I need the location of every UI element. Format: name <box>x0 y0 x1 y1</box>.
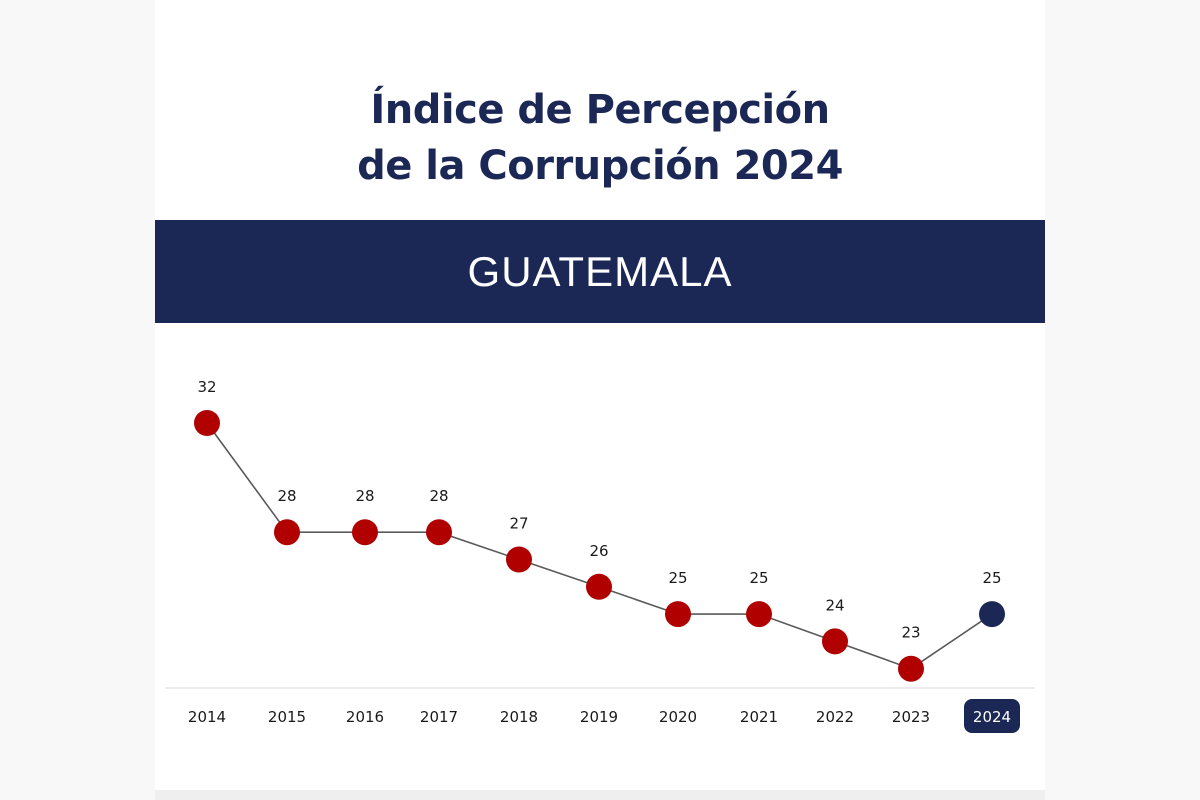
x-tick-label-2017: 2017 <box>420 708 458 726</box>
data-label-2014: 32 <box>197 378 216 396</box>
data-label-2022: 24 <box>825 596 844 614</box>
data-label-2015: 28 <box>277 487 296 505</box>
x-tick-label-2015: 2015 <box>268 708 306 726</box>
data-point-2017 <box>426 519 452 546</box>
data-point-2015 <box>274 519 300 546</box>
country-name: GUATEMALA <box>467 247 733 295</box>
x-tick-label-2022: 2022 <box>816 708 854 726</box>
data-label-2018: 27 <box>509 515 528 533</box>
data-point-2024 <box>979 601 1005 628</box>
data-label-2017: 28 <box>429 487 448 505</box>
data-point-2023 <box>898 655 924 682</box>
chart-card: Índice de Percepción de la Corrupción 20… <box>155 0 1045 790</box>
footer-strip <box>155 790 1045 800</box>
data-label-2024: 25 <box>982 569 1001 587</box>
x-tick-label-2016: 2016 <box>346 708 384 726</box>
x-tick-label-2019: 2019 <box>580 708 618 726</box>
data-label-2023: 23 <box>901 624 920 642</box>
x-tick-highlight-2024 <box>964 699 1020 733</box>
data-point-2019 <box>586 573 612 600</box>
country-banner: GUATEMALA <box>155 220 1045 323</box>
x-tick-label-2018: 2018 <box>500 708 538 726</box>
title-line-1: Índice de Percepción <box>370 87 830 133</box>
title-line-2: de la Corrupción 2024 <box>357 143 843 189</box>
data-label-2016: 28 <box>355 487 374 505</box>
x-tick-label-2014: 2014 <box>188 708 226 726</box>
x-tick-label-2020: 2020 <box>659 708 697 726</box>
data-label-2020: 25 <box>668 569 687 587</box>
data-point-2018 <box>506 546 532 573</box>
data-point-2014 <box>194 410 220 436</box>
page-title: Índice de Percepción de la Corrupción 20… <box>155 82 1045 194</box>
data-label-2021: 25 <box>749 569 768 587</box>
data-point-2022 <box>822 628 848 655</box>
x-tick-label-2023: 2023 <box>892 708 930 726</box>
x-tick-label-2024: 2024 <box>973 708 1011 726</box>
data-label-2019: 26 <box>589 542 608 560</box>
data-point-2016 <box>352 519 378 546</box>
data-point-2021 <box>746 601 772 628</box>
x-tick-label-2021: 2021 <box>740 708 778 726</box>
data-point-2020 <box>665 601 691 628</box>
